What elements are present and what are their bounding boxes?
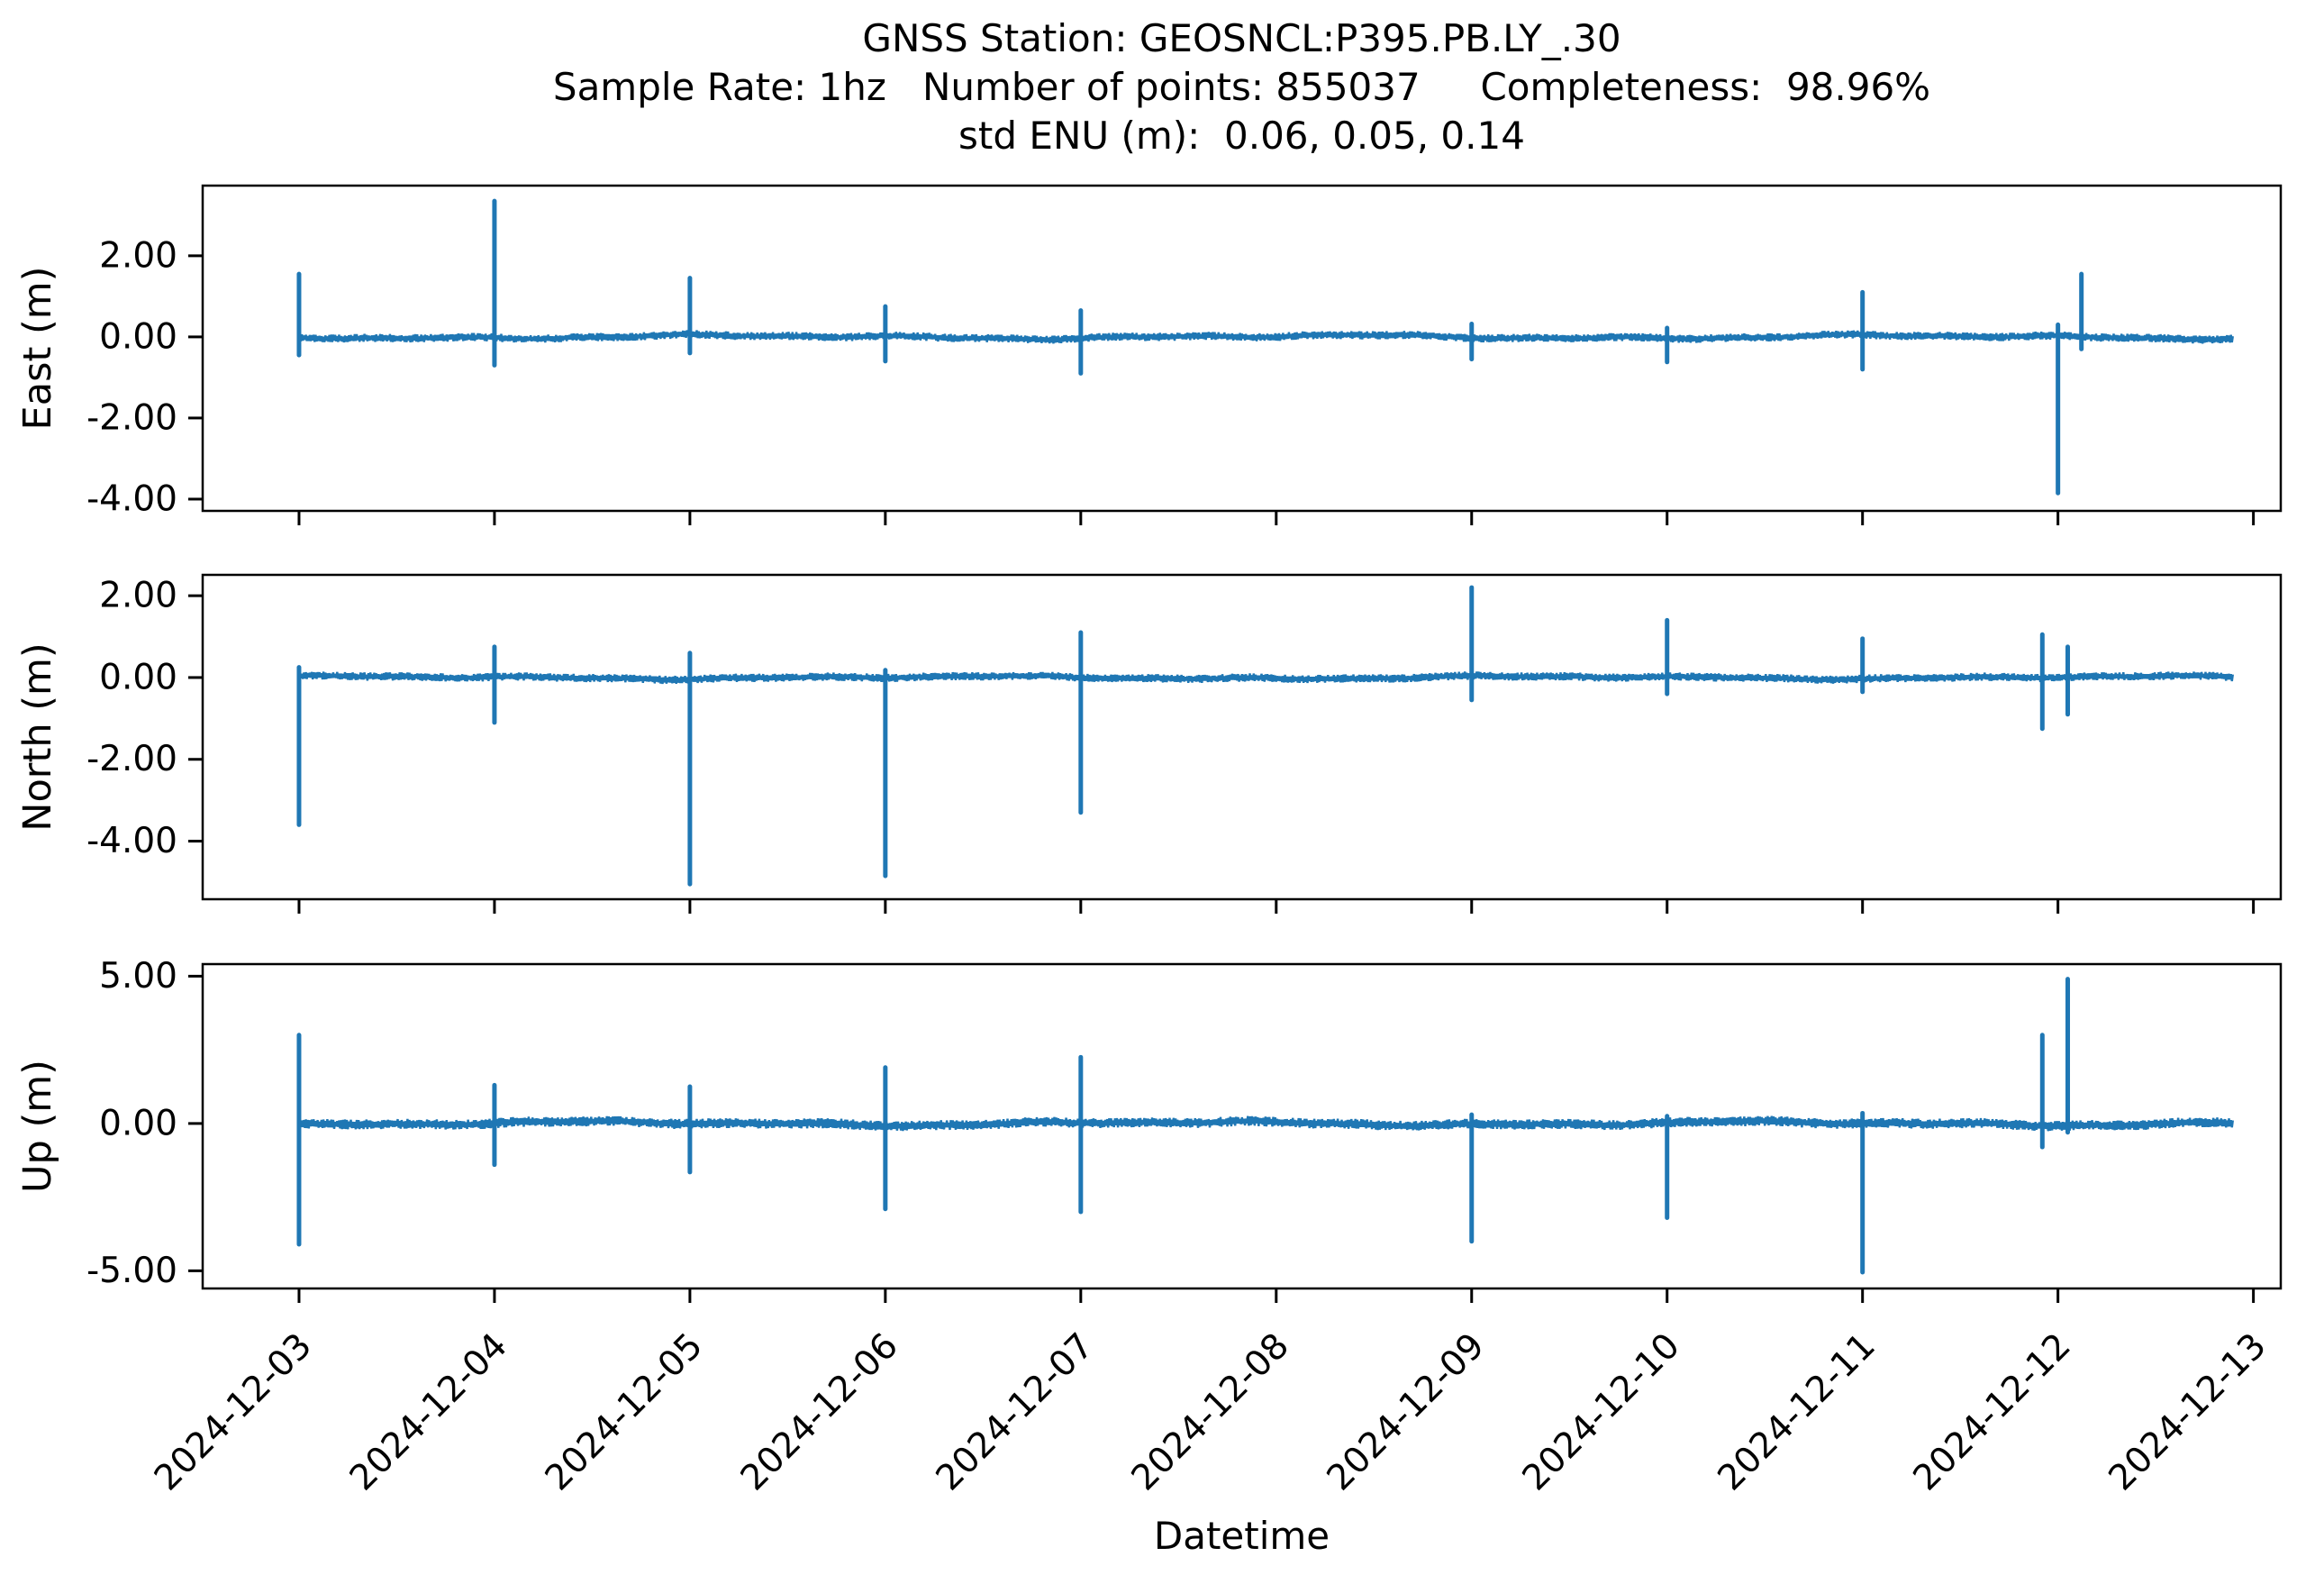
x-tick-label: 2024-12-06 [733, 1325, 906, 1498]
y-axis-label-0: East (m) [15, 267, 60, 431]
x-tick-label: 2024-12-13 [2102, 1325, 2274, 1498]
y-tick-label: 0.00 [99, 316, 177, 357]
x-tick-label: 2024-12-09 [1320, 1325, 1493, 1498]
axes-frame-1 [201, 573, 2283, 901]
y-tick-label: -4.00 [86, 478, 177, 519]
series-line-0 [297, 330, 2234, 344]
x-tick-label: 2024-12-03 [147, 1325, 320, 1498]
y-tick-label: -4.00 [86, 821, 177, 861]
y-tick-label: 5.00 [99, 956, 177, 997]
y-tick-label: 0.00 [99, 1103, 177, 1143]
series-line-1 [297, 671, 2234, 685]
y-tick-label: -5.00 [86, 1251, 177, 1291]
x-tick-label: 2024-12-05 [538, 1325, 711, 1498]
figure-subtitle-std: std ENU (m): 0.06, 0.05, 0.14 [958, 114, 1525, 158]
figure-title-block: GNSS Station: GEOSNCL:P395.PB.LY_.30 Sam… [203, 14, 2281, 160]
x-tick-label: 2024-12-04 [342, 1325, 515, 1498]
x-axis-label: Datetime [1153, 1514, 1330, 1558]
y-tick-label: 2.00 [99, 576, 177, 616]
figure-title: GNSS Station: GEOSNCL:P395.PB.LY_.30 [862, 16, 1621, 60]
axes-frame-2 [201, 962, 2283, 1290]
figure-subtitle-stats: Sample Rate: 1hz Number of points: 85503… [552, 65, 1931, 109]
y-tick-label: 0.00 [99, 657, 177, 697]
series-line-2 [297, 1115, 2234, 1132]
x-tick-label: 2024-12-07 [929, 1325, 1102, 1498]
y-axis-label-2: Up (m) [15, 1060, 60, 1193]
y-tick-label: -2.00 [86, 397, 177, 438]
x-tick-label: 2024-12-12 [1906, 1325, 2079, 1498]
y-tick-label: 2.00 [99, 235, 177, 276]
y-tick-label: -2.00 [86, 739, 177, 779]
axes-frame-0 [201, 184, 2283, 513]
x-tick-label: 2024-12-10 [1515, 1325, 1688, 1498]
y-axis-label-1: North (m) [15, 642, 60, 831]
x-tick-label: 2024-12-08 [1124, 1325, 1297, 1498]
x-tick-label: 2024-12-11 [1711, 1325, 1884, 1498]
